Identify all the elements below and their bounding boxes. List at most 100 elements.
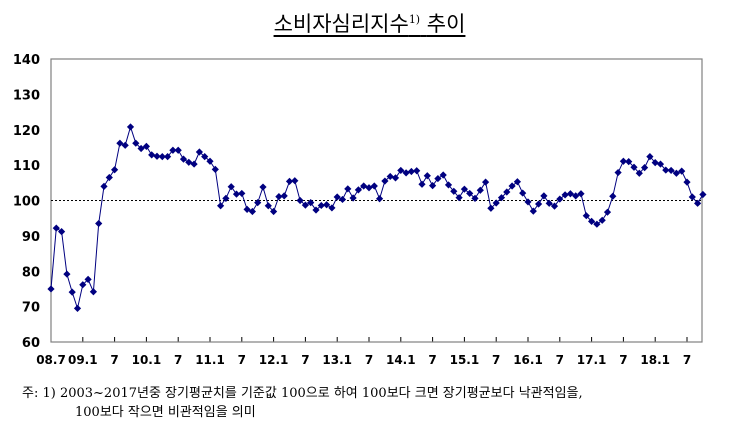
data-point-diamond <box>588 217 596 225</box>
data-point-diamond <box>79 281 87 289</box>
data-point-diamond <box>550 202 559 210</box>
data-point-diamond <box>89 288 97 296</box>
data-point-diamond <box>174 146 182 154</box>
data-point-diamond <box>328 204 336 212</box>
data-point-diamond <box>582 212 590 220</box>
x-tick-label: 7 <box>556 353 564 367</box>
data-point-diamond <box>291 177 299 185</box>
y-tick-label: 60 <box>22 336 40 351</box>
data-point-diamond <box>164 153 172 161</box>
data-point-diamond <box>508 182 516 190</box>
data-point-diamond <box>307 199 315 207</box>
data-point-diamond <box>688 193 696 201</box>
x-tick-label: 18.1 <box>640 353 670 367</box>
data-point-diamond <box>503 188 511 196</box>
title-footnote-marker: 1) <box>408 13 421 26</box>
data-point-diamond <box>444 181 453 189</box>
data-point-diamond <box>349 194 357 202</box>
x-tick-label: 7 <box>619 353 627 367</box>
x-tick-label: 17.1 <box>577 353 607 367</box>
data-point-diamond <box>100 182 108 190</box>
data-point-diamond <box>132 139 140 147</box>
data-point-diamond <box>545 199 553 207</box>
data-point-diamond <box>439 171 447 179</box>
y-tick-label: 140 <box>13 53 40 68</box>
data-point-diamond <box>121 141 129 149</box>
data-point-diamond <box>423 172 431 180</box>
data-point-diamond <box>52 224 60 232</box>
data-point-diamond <box>386 172 394 181</box>
data-point-diamond <box>217 202 225 210</box>
data-point-diamond <box>285 177 294 185</box>
x-tick-label: 7 <box>683 353 691 367</box>
line-chart: 60 70 80 90 100 110 120 130 140 08.7 09.1 7 10.1 7 11… <box>13 53 707 367</box>
data-point-diamond <box>662 166 670 174</box>
data-point-diamond <box>482 178 490 186</box>
data-point-diamond <box>211 165 219 173</box>
x-tick-label: 7 <box>110 353 118 367</box>
y-tick-label: 80 <box>22 265 40 280</box>
data-point-diamond <box>413 167 421 175</box>
data-point-diamond <box>179 155 188 163</box>
title-suffix: 추이 <box>426 12 466 36</box>
y-tick-label: 120 <box>13 124 40 139</box>
data-point-diamond <box>190 160 198 168</box>
data-point-diamond <box>519 189 527 197</box>
data-point-diamond <box>158 153 166 161</box>
data-point-diamond <box>206 157 214 165</box>
footnote-line-2: 100보다 작으면 비관적임을 의미 <box>75 405 256 420</box>
data-point-diamond <box>84 275 92 283</box>
title-text: 소비자심리지수 <box>273 12 409 36</box>
data-point-diamond <box>354 186 362 194</box>
data-point-diamond <box>535 200 543 208</box>
data-point-diamond <box>301 201 309 209</box>
data-point-diamond <box>137 144 145 153</box>
data-point-diamond <box>429 182 437 190</box>
data-point-diamond <box>635 169 643 177</box>
footnote: 주: 1) 2003~2017년중 장기평균치를 기준값 100으로 하여 10… <box>22 384 583 422</box>
data-point-diamond <box>105 173 113 182</box>
data-point-diamond <box>376 195 384 203</box>
data-point-diamond <box>593 220 601 228</box>
data-point-diamond <box>614 168 622 177</box>
data-point-diamond <box>641 164 649 172</box>
data-point-diamond <box>598 216 606 224</box>
data-point-diamond <box>381 177 389 185</box>
data-point-diamond <box>391 174 400 182</box>
data-point-diamond <box>222 194 230 202</box>
data-point-diamond <box>116 139 124 147</box>
data-point-diamond <box>338 195 347 204</box>
x-tick-label: 7 <box>301 353 309 367</box>
y-axis: 60 70 80 90 100 110 120 130 140 <box>13 53 40 351</box>
data-point-diamond <box>397 166 405 175</box>
x-tick-label: 11.1 <box>195 353 225 367</box>
data-point-diamond <box>68 288 76 296</box>
x-tick-label: 10.1 <box>132 353 162 367</box>
data-point-diamond <box>280 192 288 200</box>
data-point-diamond <box>169 146 177 154</box>
data-point-diamond <box>672 169 680 177</box>
data-point-diamond <box>243 205 251 213</box>
data-point-diamond <box>333 193 341 201</box>
y-tick-label: 100 <box>13 195 40 210</box>
data-point-diamond <box>625 157 633 166</box>
chart-title: 소비자심리지수1) 추이 <box>0 8 739 38</box>
data-point-diamond <box>466 189 474 198</box>
data-point-diamond <box>232 190 241 198</box>
y-tick-label: 90 <box>22 230 40 245</box>
data-point-diamond <box>126 123 135 131</box>
data-point-diamond <box>492 199 500 207</box>
data-point-diamond <box>524 198 532 206</box>
data-point-diamond <box>248 207 256 216</box>
data-point-diamond <box>407 167 415 176</box>
data-point-diamond <box>370 182 378 190</box>
data-point-diamond <box>153 152 161 160</box>
data-point-diamond <box>683 178 691 186</box>
data-point-diamond <box>572 192 580 200</box>
data-point-diamond <box>73 304 82 312</box>
data-point-diamond <box>694 199 702 207</box>
data-point-diamond <box>476 186 484 194</box>
data-point-diamond <box>344 185 352 193</box>
data-point-diamond <box>264 202 272 210</box>
data-point-diamond <box>646 153 654 161</box>
